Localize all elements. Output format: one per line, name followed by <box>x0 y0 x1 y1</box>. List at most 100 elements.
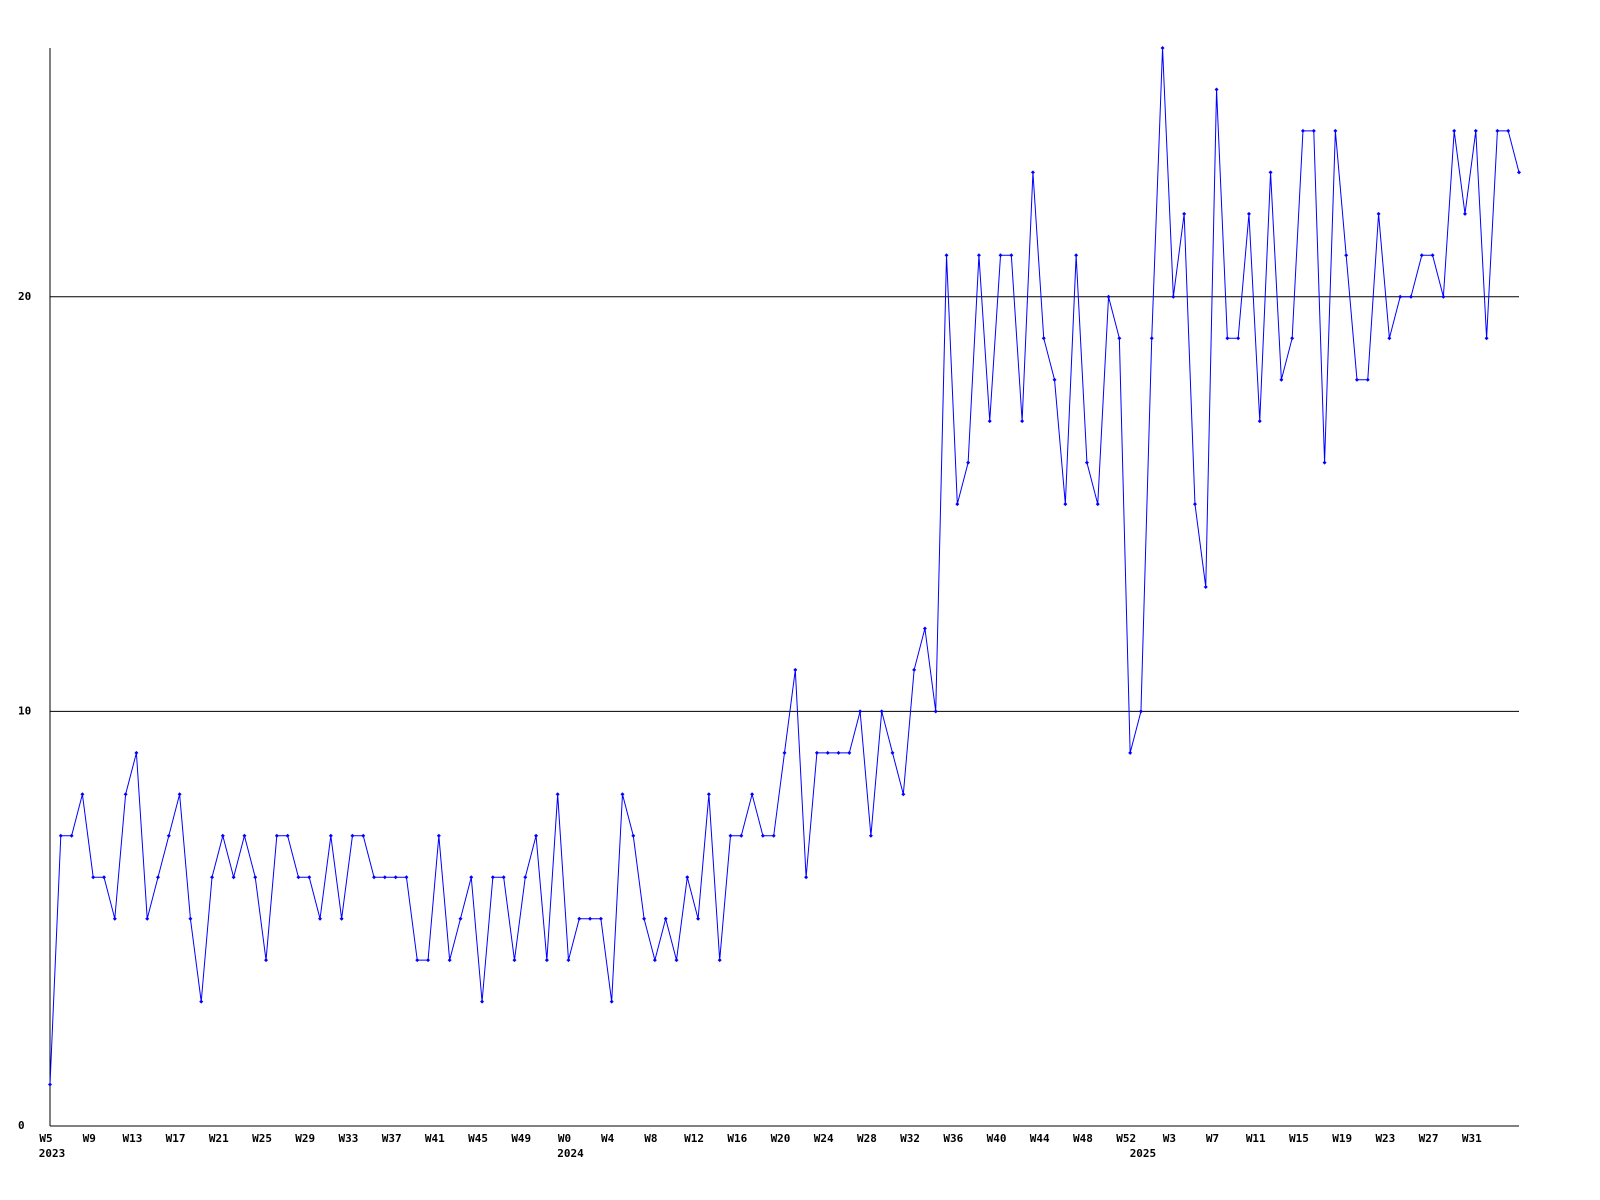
data-point <box>1419 253 1424 258</box>
data-point <box>1052 377 1057 382</box>
data-point <box>253 875 258 880</box>
data-point <box>750 792 755 797</box>
data-point <box>1268 170 1273 175</box>
data-point <box>1398 294 1403 299</box>
x-tick-label: W12 <box>684 1132 704 1145</box>
x-tick-label: W33 <box>339 1132 359 1145</box>
data-point <box>264 958 269 963</box>
data-point <box>1236 336 1241 341</box>
data-point <box>1344 253 1349 258</box>
data-point <box>69 833 74 838</box>
x-tick-label: W0 <box>558 1132 571 1145</box>
y-tick-label: 0 <box>18 1119 25 1132</box>
data-point <box>760 833 765 838</box>
data-point <box>1354 377 1359 382</box>
data-point <box>1506 128 1511 133</box>
data-point <box>825 750 830 755</box>
x-tick-label: W5 <box>39 1132 52 1145</box>
data-point <box>436 833 441 838</box>
data-point <box>544 958 549 963</box>
data-point <box>415 958 420 963</box>
data-point <box>145 916 150 921</box>
x-tick-label: W4 <box>601 1132 615 1145</box>
data-point <box>134 750 139 755</box>
x-year-label: 2024 <box>557 1147 584 1160</box>
data-point <box>696 916 701 921</box>
x-tick-label: W28 <box>857 1132 877 1145</box>
data-point <box>480 999 485 1004</box>
data-point <box>771 833 776 838</box>
data-point <box>1138 709 1143 714</box>
x-tick-label: W32 <box>900 1132 920 1145</box>
x-tick-label: W48 <box>1073 1132 1093 1145</box>
data-point <box>501 875 506 880</box>
data-point <box>987 419 992 424</box>
x-tick-label: W3 <box>1163 1132 1176 1145</box>
data-point <box>1171 294 1176 299</box>
x-tick-label: W31 <box>1462 1132 1482 1145</box>
data-point <box>566 958 571 963</box>
data-point <box>1182 211 1187 216</box>
data-point <box>1441 294 1446 299</box>
data-point <box>1473 128 1478 133</box>
data-point <box>652 958 657 963</box>
data-point <box>1214 87 1219 92</box>
data-point <box>523 875 528 880</box>
data-point <box>588 916 593 921</box>
x-tick-label: W20 <box>771 1132 791 1145</box>
data-point <box>58 833 63 838</box>
data-point <box>1084 460 1089 465</box>
data-point <box>534 833 539 838</box>
data-point <box>1160 46 1165 50</box>
data-point <box>728 833 733 838</box>
data-point <box>739 833 744 838</box>
x-tick-label: W52 <box>1116 1132 1136 1145</box>
data-point <box>847 750 852 755</box>
data-point <box>642 916 647 921</box>
data-point <box>706 792 711 797</box>
data-point <box>393 875 398 880</box>
data-point <box>328 833 333 838</box>
x-tick-label: W49 <box>511 1132 531 1145</box>
data-point <box>998 253 1003 258</box>
data-point <box>814 750 819 755</box>
data-point <box>944 253 949 258</box>
data-point <box>685 875 690 880</box>
data-point <box>426 958 431 963</box>
data-point <box>1030 170 1035 175</box>
data-point <box>1246 211 1251 216</box>
data-point <box>242 833 247 838</box>
data-point <box>804 875 809 880</box>
data-point <box>631 833 636 838</box>
data-point <box>1462 211 1467 216</box>
data-point <box>469 875 474 880</box>
x-tick-label: W11 <box>1246 1132 1266 1145</box>
data-point <box>350 833 355 838</box>
x-tick-label: W37 <box>382 1132 402 1145</box>
data-point <box>577 916 582 921</box>
data-point <box>210 875 215 880</box>
data-point <box>458 916 463 921</box>
x-tick-label: W29 <box>295 1132 315 1145</box>
data-point <box>48 1082 52 1087</box>
data-point <box>858 709 863 714</box>
data-point <box>339 916 344 921</box>
data-point <box>307 875 312 880</box>
data-point <box>955 502 960 507</box>
x-tick-label: W13 <box>122 1132 142 1145</box>
x-tick-label: W21 <box>209 1132 229 1145</box>
data-point <box>976 253 981 258</box>
data-line <box>49 47 1520 1085</box>
data-point <box>1322 460 1327 465</box>
data-point <box>166 833 171 838</box>
data-point <box>901 792 906 797</box>
data-point <box>922 626 927 631</box>
data-point <box>1192 502 1197 507</box>
data-point <box>1333 128 1338 133</box>
x-year-label: 2025 <box>1130 1147 1157 1160</box>
x-tick-label: W25 <box>252 1132 272 1145</box>
data-point <box>447 958 452 963</box>
data-point <box>382 875 387 880</box>
data-point <box>620 792 625 797</box>
